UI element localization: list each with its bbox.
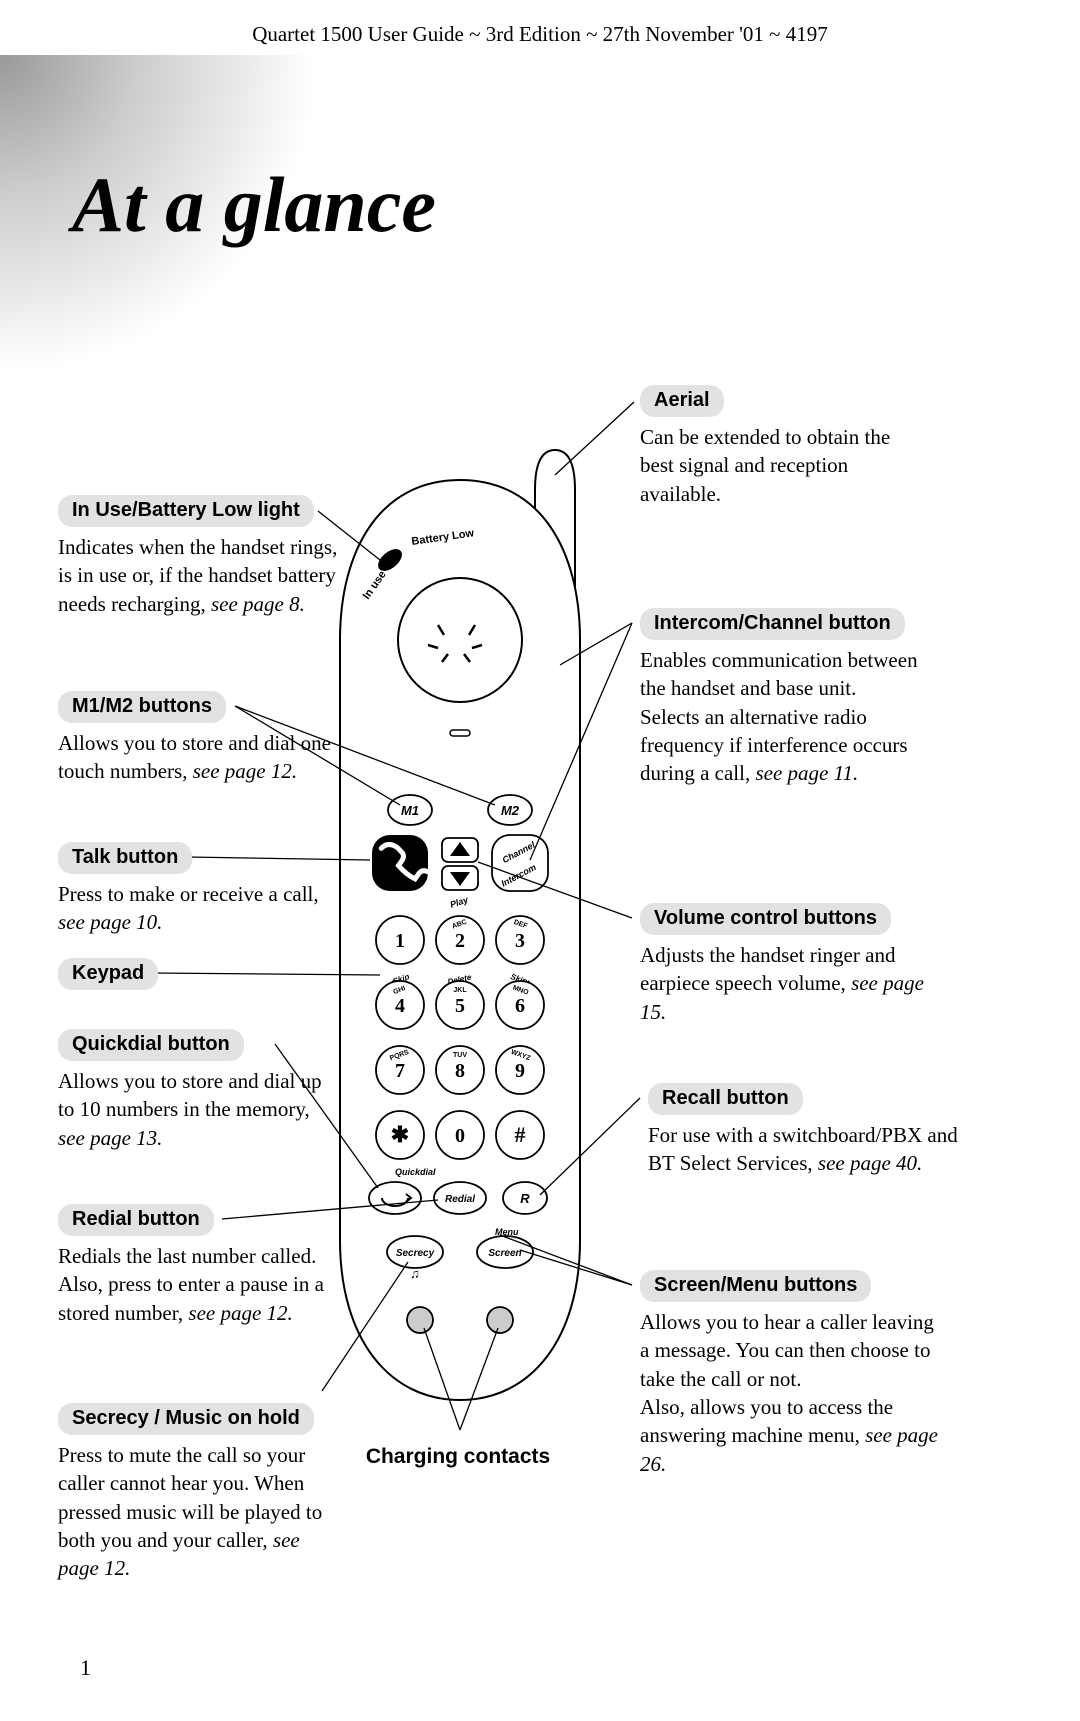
svg-text:1: 1 — [395, 930, 405, 952]
label-m1m2: M1/M2 buttons — [58, 691, 226, 723]
svg-text:7: 7 — [395, 1060, 405, 1082]
label-redial: Redial button — [58, 1204, 214, 1236]
svg-text:0: 0 — [455, 1125, 465, 1147]
callout-aerial: Aerial Can be extended to obtain the bes… — [640, 385, 920, 508]
page-title: At a glance — [72, 160, 436, 250]
svg-text:9: 9 — [515, 1060, 525, 1082]
label-aerial: Aerial — [640, 385, 724, 417]
svg-text:♫: ♫ — [410, 1266, 420, 1281]
label-inuse: In Use/Battery Low light — [58, 495, 314, 527]
svg-text:#: # — [515, 1122, 526, 1147]
svg-text:Redial: Redial — [445, 1194, 475, 1205]
label-screen: Screen/Menu buttons — [640, 1270, 871, 1302]
svg-text:Screen: Screen — [488, 1248, 521, 1259]
header-text: Quartet 1500 User Guide ~ 3rd Edition ~ … — [0, 22, 1080, 47]
svg-text:✱: ✱ — [391, 1122, 409, 1147]
callout-secrecy: Secrecy / Music on hold Press to mute th… — [58, 1403, 338, 1583]
label-talk: Talk button — [58, 842, 192, 874]
svg-text:Quickdial: Quickdial — [395, 1167, 436, 1177]
page-number: 1 — [80, 1655, 91, 1681]
svg-text:4: 4 — [395, 995, 405, 1017]
svg-text:R: R — [520, 1191, 530, 1206]
svg-text:6: 6 — [515, 995, 525, 1017]
label-quickdial: Quickdial button — [58, 1029, 244, 1061]
svg-text:Secrecy: Secrecy — [396, 1248, 435, 1259]
callout-intercom: Intercom/Channel button Enables communic… — [640, 608, 940, 788]
svg-text:5: 5 — [455, 995, 465, 1017]
phone-diagram: Battery Low In use M1 M2 Channel Interco… — [320, 440, 600, 1440]
callout-recall: Recall button For use with a switchboard… — [648, 1083, 958, 1178]
callout-talk: Talk button Press to make or receive a c… — [58, 842, 338, 937]
svg-text:M1: M1 — [401, 803, 419, 818]
label-intercom: Intercom/Channel button — [640, 608, 905, 640]
svg-text:3: 3 — [515, 930, 525, 952]
callout-inuse: In Use/Battery Low light Indicates when … — [58, 495, 338, 618]
svg-text:JKL: JKL — [453, 987, 467, 994]
callout-volume: Volume control buttons Adjusts the hands… — [640, 903, 940, 1026]
label-charging: Charging contacts — [358, 1445, 558, 1469]
label-volume: Volume control buttons — [640, 903, 891, 935]
svg-text:TUV: TUV — [453, 1052, 467, 1059]
callout-redial: Redial button Redials the last number ca… — [58, 1204, 338, 1327]
callout-m1m2: M1/M2 buttons Allows you to store and di… — [58, 691, 338, 786]
svg-text:M2: M2 — [501, 803, 520, 818]
label-secrecy: Secrecy / Music on hold — [58, 1403, 314, 1435]
svg-text:2: 2 — [455, 930, 465, 952]
callout-screen: Screen/Menu buttons Allows you to hear a… — [640, 1270, 940, 1478]
label-recall: Recall button — [648, 1083, 803, 1115]
callout-quickdial: Quickdial button Allows you to store and… — [58, 1029, 338, 1152]
callout-keypad: Keypad — [58, 958, 158, 990]
label-keypad: Keypad — [58, 958, 158, 990]
svg-text:8: 8 — [455, 1060, 465, 1082]
